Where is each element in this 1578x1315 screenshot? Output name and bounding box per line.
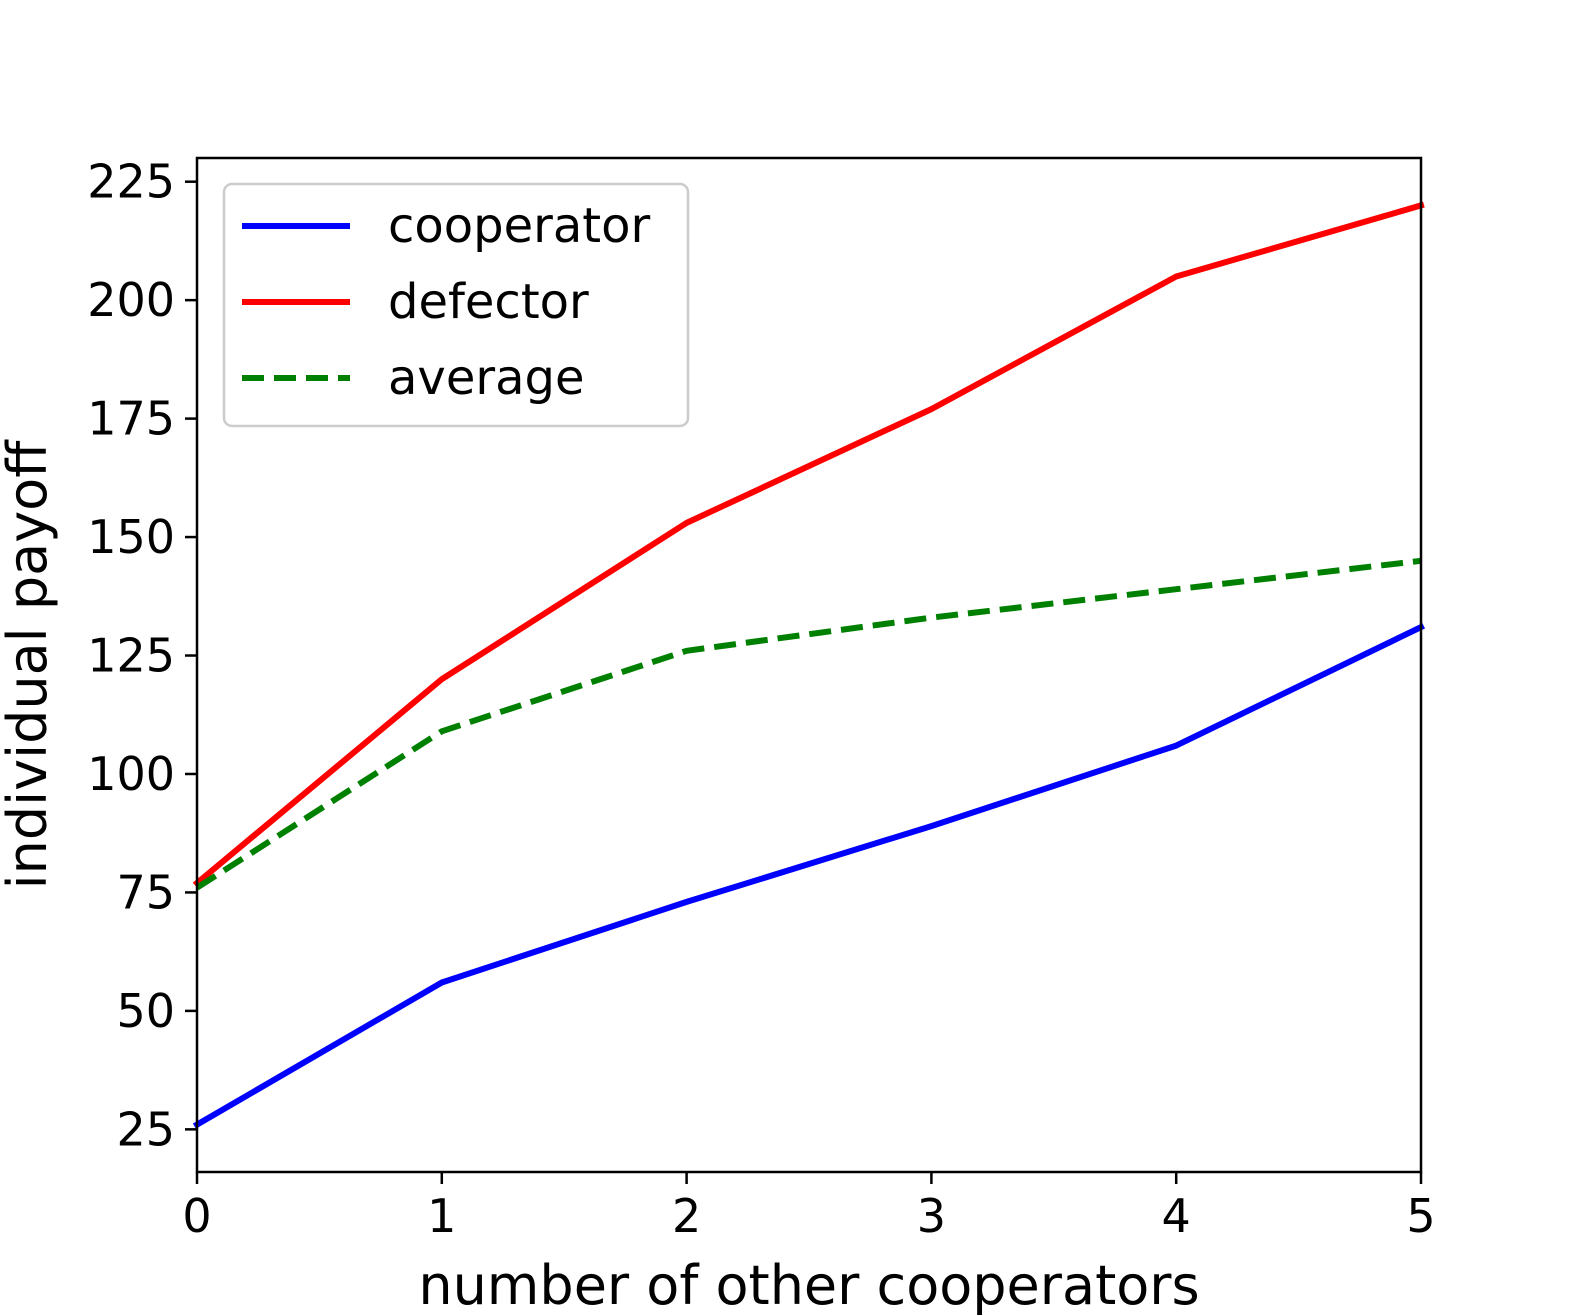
y-tick-label: 50: [116, 984, 175, 1038]
legend-label-average: average: [388, 350, 585, 406]
y-tick-label: 225: [87, 155, 175, 209]
x-tick-label: 5: [1406, 1189, 1435, 1243]
legend-box: [222, 182, 690, 428]
legend-label-cooperator: cooperator: [388, 198, 650, 254]
ticks-layer: 0 1 2 3 4 5 25 50 75 100 125 150 175 200 225: [87, 155, 1435, 1243]
series-layer: [192, 201, 1426, 1129]
plot-frame: [195, 156, 1423, 1174]
y-tick-label: 125: [87, 629, 175, 683]
y-axis-label: individual payoff: [0, 439, 59, 890]
y-tick-label: 100: [87, 747, 175, 801]
y-tick-label: 25: [116, 1102, 175, 1156]
legend-label-defector: defector: [388, 274, 589, 330]
x-tick-label: 2: [672, 1189, 701, 1243]
series-line-defector: [192, 201, 1425, 888]
x-tick-label: 4: [1162, 1189, 1191, 1243]
x-tick-label: 1: [427, 1189, 456, 1243]
x-tick-label: 3: [917, 1189, 946, 1243]
series-line-average: [195, 557, 1422, 891]
series-line-cooperator: [192, 623, 1426, 1129]
x-axis-label: number of other cooperators: [418, 1254, 1199, 1315]
y-tick-label: 150: [87, 510, 175, 564]
x-tick-label: 0: [182, 1189, 211, 1243]
y-tick-label: 175: [87, 392, 175, 446]
y-tick-label: 75: [116, 865, 175, 919]
y-tick-label: 200: [87, 273, 175, 327]
legend: cooperator defector average: [222, 182, 690, 428]
